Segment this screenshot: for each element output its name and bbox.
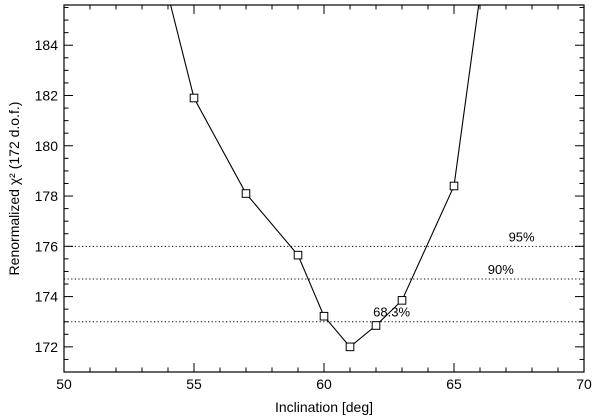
x-axis-title: Inclination [deg] bbox=[275, 399, 373, 415]
x-tick-label: 55 bbox=[186, 376, 202, 392]
confidence-label: 95% bbox=[509, 229, 535, 244]
x-tick-label: 50 bbox=[56, 376, 72, 392]
confidence-label: 90% bbox=[488, 262, 514, 277]
data-point-marker bbox=[345, 342, 355, 352]
data-point-marker bbox=[371, 321, 381, 330]
data-point-marker bbox=[397, 296, 407, 305]
y-tick-label: 172 bbox=[35, 339, 59, 355]
data-point-marker bbox=[293, 250, 303, 260]
data-point-marker bbox=[189, 93, 199, 103]
x-tick-label: 65 bbox=[446, 376, 462, 392]
data-markers bbox=[189, 93, 459, 352]
confidence-label: 68.3% bbox=[373, 305, 410, 320]
series-line bbox=[170, 5, 480, 348]
data-point-marker bbox=[449, 181, 459, 191]
data-point-marker bbox=[241, 189, 251, 198]
y-tick-label: 184 bbox=[35, 37, 59, 53]
data-curve bbox=[170, 5, 480, 348]
x-tick-label: 60 bbox=[316, 376, 332, 392]
axis-ticks bbox=[63, 5, 585, 373]
data-point-marker bbox=[319, 311, 329, 321]
y-tick-label: 182 bbox=[35, 87, 59, 103]
y-tick-label: 174 bbox=[35, 289, 59, 305]
y-tick-label: 180 bbox=[35, 138, 59, 154]
y-axis-title: Renormalized χ² (172 d.o.f.) bbox=[6, 102, 22, 276]
y-tick-label: 176 bbox=[35, 238, 59, 254]
confidence-level-lines: 95% 90% 68.3% bbox=[64, 229, 584, 323]
tick-labels: 50 55 60 65 70 172 174 176 178 180 182 184 bbox=[35, 37, 592, 392]
x-tick-label: 70 bbox=[576, 376, 592, 392]
y-tick-label: 178 bbox=[35, 188, 59, 204]
